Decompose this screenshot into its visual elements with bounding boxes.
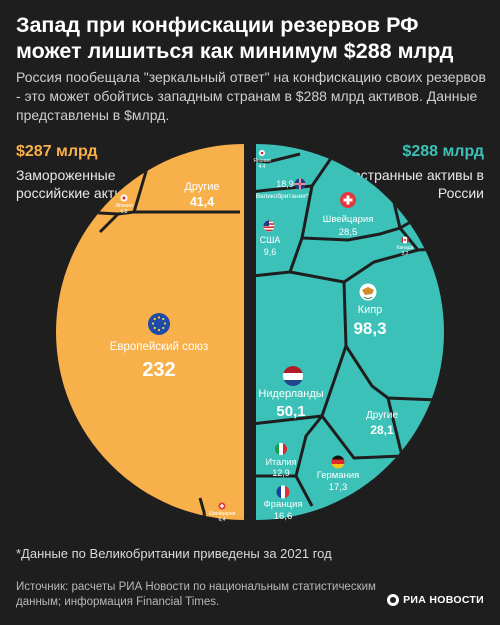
left-other-label: Другие (184, 181, 219, 193)
japan-flag-icon (259, 150, 265, 156)
cell-uk: 18,9 Великобритания* (256, 178, 309, 200)
italy-value: 12,9 (272, 468, 290, 478)
cell-cyprus: Кипр 98,3 (353, 283, 387, 338)
ria-logo-text: РИА НОВОСТИ (403, 594, 484, 606)
right-japan-value: 4,4 (259, 164, 266, 170)
right-other-value: 28,1 (370, 423, 394, 437)
swiss-flag-icon (218, 502, 226, 510)
cell-italy: Италия 12,9 (266, 443, 297, 478)
center-gap (244, 140, 256, 530)
cyprus-flag-icon (359, 283, 377, 301)
eu-value: 232 (142, 359, 175, 381)
usa-flag-icon (263, 220, 275, 232)
netherlands-flag-icon (283, 366, 303, 386)
canada-flag-icon (401, 236, 409, 244)
left-swiss-value: 6,4 (219, 517, 226, 523)
footnote: *Данные по Великобритании приведены за 2… (16, 546, 332, 561)
italy-label: Италия (266, 457, 297, 467)
cell-right-other: Другие 28,1 (366, 410, 398, 437)
germany-value: 17,3 (329, 482, 348, 493)
france-label: Франция (264, 499, 303, 510)
netherlands-label: Нидерланды (258, 388, 323, 400)
right-header: $288 млрд Иностранные активы в России (334, 142, 484, 202)
uk-label: Великобритания* (256, 192, 309, 200)
cell-right-switzerland: Швейцария 28,5 (323, 192, 374, 238)
right-swiss-label: Швейцария (323, 214, 374, 225)
right-description: Иностранные активы в России (335, 167, 484, 201)
cell-france: Франция 16,6 (264, 485, 303, 522)
left-description: Замороженные российские активы (16, 167, 140, 201)
france-flag-icon (276, 485, 290, 499)
right-swiss-value: 28,5 (339, 227, 358, 238)
germany-flag-icon (331, 455, 345, 469)
left-half-fill (56, 144, 244, 520)
right-total: $288 млрд (402, 143, 484, 160)
page-title: Запад при конфискации резервов РФ может … (16, 13, 454, 63)
cell-right-japan: Япония 4,4 (253, 150, 271, 170)
source-note: Источник: расчеты РИА Новости по национа… (16, 581, 376, 608)
canada-label: Канада (397, 245, 414, 251)
cell-eu: Европейский союз 232 (110, 313, 209, 381)
france-value: 16,6 (274, 511, 293, 522)
left-japan-label: Япония (115, 203, 133, 209)
right-japan-label: Япония (253, 158, 271, 164)
ria-logo: РИА НОВОСТИ (387, 594, 484, 606)
cell-left-switzerland: Швейцария 6,4 (209, 502, 236, 523)
right-cell-borders (256, 147, 444, 507)
cell-left-japan: Япония 6,8 (115, 194, 133, 215)
swiss-flag-icon (340, 192, 356, 208)
cell-left-other: Другие 41,4 (184, 181, 219, 209)
left-other-value: 41,4 (190, 195, 214, 209)
cell-usa: США 9,6 (260, 220, 281, 257)
page-subtitle: Россия пообещала "зеркальный ответ" на к… (16, 69, 486, 123)
usa-value: 9,6 (264, 247, 277, 257)
eu-flag-icon (148, 313, 170, 335)
cell-netherlands: Нидерланды 50,1 (258, 366, 324, 420)
cell-germany: Германия 17,3 (317, 455, 360, 493)
cell-canada: Канада 3,2 (397, 236, 414, 257)
italy-flag-icon (275, 443, 287, 455)
netherlands-value: 50,1 (276, 403, 305, 420)
uk-flag-icon (294, 178, 306, 190)
left-swiss-label: Швейцария (209, 510, 236, 517)
left-total: $287 млрд (16, 143, 98, 160)
germany-label: Германия (317, 470, 360, 481)
usa-label: США (260, 235, 281, 245)
canada-value: 3,2 (402, 251, 409, 257)
left-japan-value: 6,8 (121, 209, 128, 215)
cyprus-label: Кипр (358, 304, 383, 316)
japan-flag-icon (120, 194, 128, 202)
left-half (56, 144, 244, 520)
left-header: $287 млрд Замороженные российские активы (16, 142, 166, 202)
cyprus-value: 98,3 (353, 319, 386, 338)
eu-label: Европейский союз (110, 341, 209, 353)
ria-logo-icon (387, 594, 400, 606)
left-cell-borders (81, 157, 240, 520)
uk-value: 18,9 (276, 179, 294, 189)
right-other-label: Другие (366, 410, 398, 421)
